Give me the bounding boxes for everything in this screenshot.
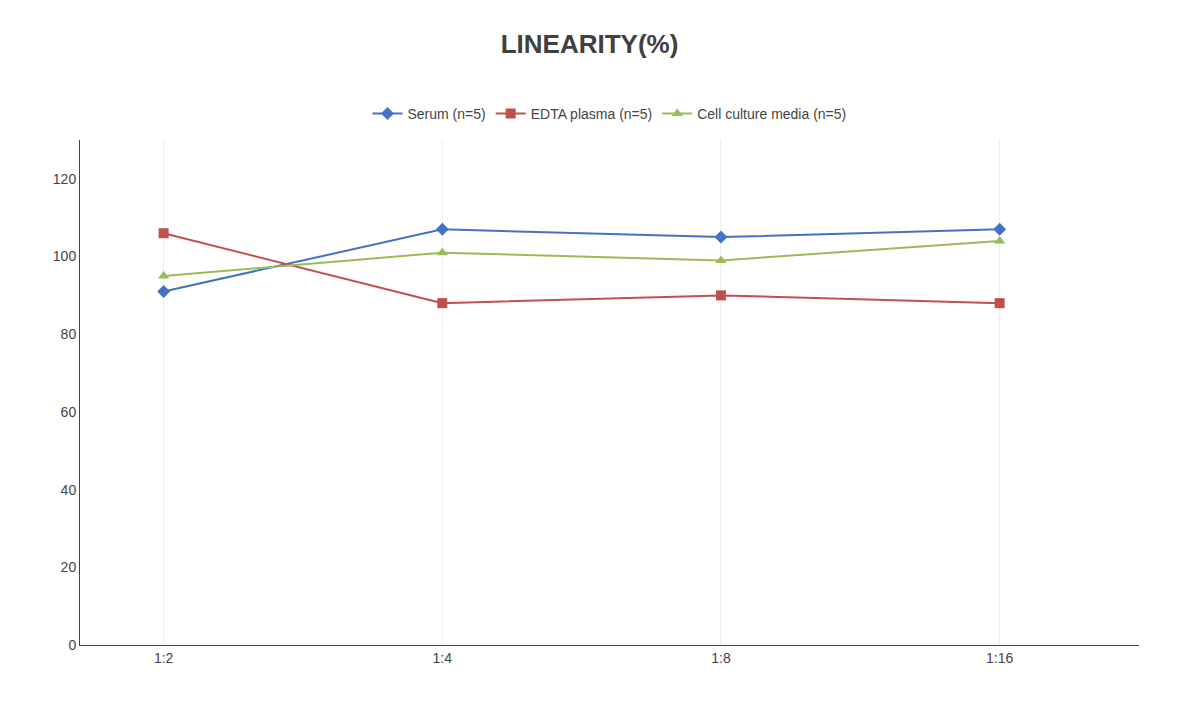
svg-text:1:16: 1:16	[986, 650, 1013, 666]
svg-text:LINEARITY(%): LINEARITY(%)	[501, 29, 679, 59]
svg-text:60: 60	[61, 404, 77, 420]
svg-text:40: 40	[61, 482, 77, 498]
svg-text:120: 120	[53, 171, 77, 187]
svg-text:1:2: 1:2	[154, 650, 174, 666]
svg-text:1:8: 1:8	[711, 650, 731, 666]
svg-text:100: 100	[53, 248, 77, 264]
svg-text:80: 80	[61, 326, 77, 342]
svg-text:20: 20	[61, 559, 77, 575]
svg-text:0: 0	[68, 637, 76, 653]
svg-text:1:4: 1:4	[433, 650, 453, 666]
svg-text:Serum (n=5): Serum (n=5)	[408, 106, 486, 122]
svg-text:EDTA plasma (n=5): EDTA plasma (n=5)	[531, 106, 653, 122]
svg-text:Cell culture media (n=5): Cell culture media (n=5)	[697, 106, 846, 122]
